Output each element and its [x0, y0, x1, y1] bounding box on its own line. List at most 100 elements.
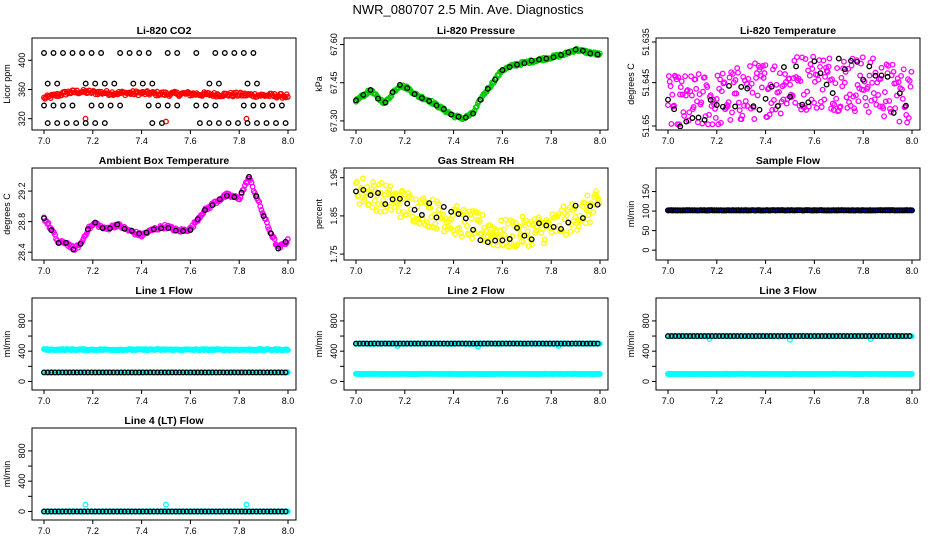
- data-point: [799, 101, 806, 108]
- data-point: [411, 206, 418, 213]
- plot-area: [665, 207, 915, 214]
- data-point: [382, 201, 389, 208]
- data-point: [794, 54, 800, 61]
- data-point: [550, 223, 557, 230]
- y-tick-label: 800: [641, 313, 651, 328]
- data-point: [596, 371, 603, 377]
- data-point: [734, 333, 741, 340]
- data-point: [462, 215, 469, 222]
- panel-7: Line 1 Flow 7.0 7.2 7.4 7.6 7.8 8.0 0 400 800 ml/m…: [2, 285, 297, 406]
- data-point: [476, 218, 483, 225]
- data-point: [756, 333, 763, 340]
- data-point: [863, 102, 870, 109]
- data-point: [908, 371, 915, 377]
- data-point: [870, 333, 876, 340]
- panel-frame: [655, 167, 921, 261]
- data-point: [459, 340, 466, 347]
- data-point: [520, 238, 527, 245]
- data-point: [707, 96, 714, 103]
- data-point: [98, 102, 105, 109]
- data-point: [834, 65, 841, 72]
- plot-area: [41, 346, 291, 376]
- data-point: [770, 97, 777, 103]
- panel-title: Line 4 (LT) Flow: [124, 415, 204, 427]
- data-point: [161, 508, 168, 515]
- data-point: [101, 120, 108, 127]
- data-point: [500, 226, 507, 233]
- data-point: [165, 508, 172, 515]
- data-point: [114, 369, 121, 376]
- data-point: [253, 369, 260, 376]
- data-point: [815, 333, 822, 340]
- x-tick-label: 7.0: [350, 136, 363, 146]
- data-point: [848, 62, 855, 69]
- data-point: [385, 340, 392, 347]
- data-point: [789, 333, 796, 340]
- data-point: [242, 508, 249, 515]
- data-point: [895, 333, 902, 340]
- data-point: [497, 227, 504, 234]
- plot-area: [41, 173, 291, 253]
- data-point: [776, 88, 782, 95]
- panel-title: Li-820 Pressure: [437, 25, 515, 37]
- data-point: [855, 98, 862, 105]
- data-point: [484, 233, 491, 240]
- data-point: [225, 120, 232, 127]
- data-point: [180, 369, 187, 376]
- data-point: [747, 63, 753, 70]
- data-point: [284, 369, 291, 376]
- panel-frame: [343, 297, 609, 391]
- data-point: [900, 66, 907, 73]
- data-point: [77, 369, 84, 376]
- data-point: [506, 64, 513, 71]
- data-point: [908, 333, 915, 340]
- data-point: [880, 105, 887, 112]
- data-point: [905, 114, 912, 121]
- data-point: [150, 508, 157, 515]
- data-point: [84, 508, 91, 515]
- x-tick-label: 7.6: [184, 136, 197, 146]
- data-point: [565, 340, 572, 347]
- data-point: [825, 63, 832, 70]
- data-point: [443, 219, 450, 225]
- data-point: [375, 340, 381, 347]
- x-tick-label: 7.0: [662, 396, 675, 406]
- data-point: [107, 102, 114, 109]
- x-tick-label: 7.2: [87, 266, 100, 276]
- x-tick-label: 7.6: [496, 266, 509, 276]
- data-point: [174, 50, 181, 56]
- data-point: [887, 108, 894, 115]
- data-point: [136, 230, 143, 237]
- data-point: [361, 196, 368, 203]
- x-tick-label: 7.4: [447, 136, 460, 146]
- data-point: [378, 340, 385, 347]
- data-point: [891, 333, 898, 340]
- data-point: [762, 62, 769, 69]
- y-tick-label: 800: [329, 313, 339, 328]
- data-point: [899, 333, 906, 340]
- data-point: [837, 103, 844, 110]
- data-point: [732, 77, 739, 83]
- data-point: [877, 333, 884, 340]
- data-point: [690, 104, 697, 110]
- data-point: [899, 95, 906, 102]
- data-point: [191, 369, 198, 376]
- data-point: [149, 80, 156, 87]
- data-point: [356, 201, 363, 208]
- data-point: [539, 340, 546, 347]
- data-point: [360, 186, 367, 193]
- data-point: [865, 109, 872, 116]
- data-point: [375, 95, 381, 102]
- x-tick-label: 7.8: [233, 136, 246, 146]
- data-point: [395, 208, 402, 215]
- data-point: [726, 74, 733, 81]
- data-point: [860, 76, 867, 83]
- x-tick-label: 7.6: [184, 266, 197, 276]
- data-point: [748, 80, 755, 87]
- data-point: [404, 85, 411, 92]
- data-point: [227, 508, 234, 515]
- data-point: [760, 333, 767, 340]
- data-point: [254, 120, 260, 127]
- data-point: [735, 69, 741, 76]
- data-point: [884, 333, 891, 340]
